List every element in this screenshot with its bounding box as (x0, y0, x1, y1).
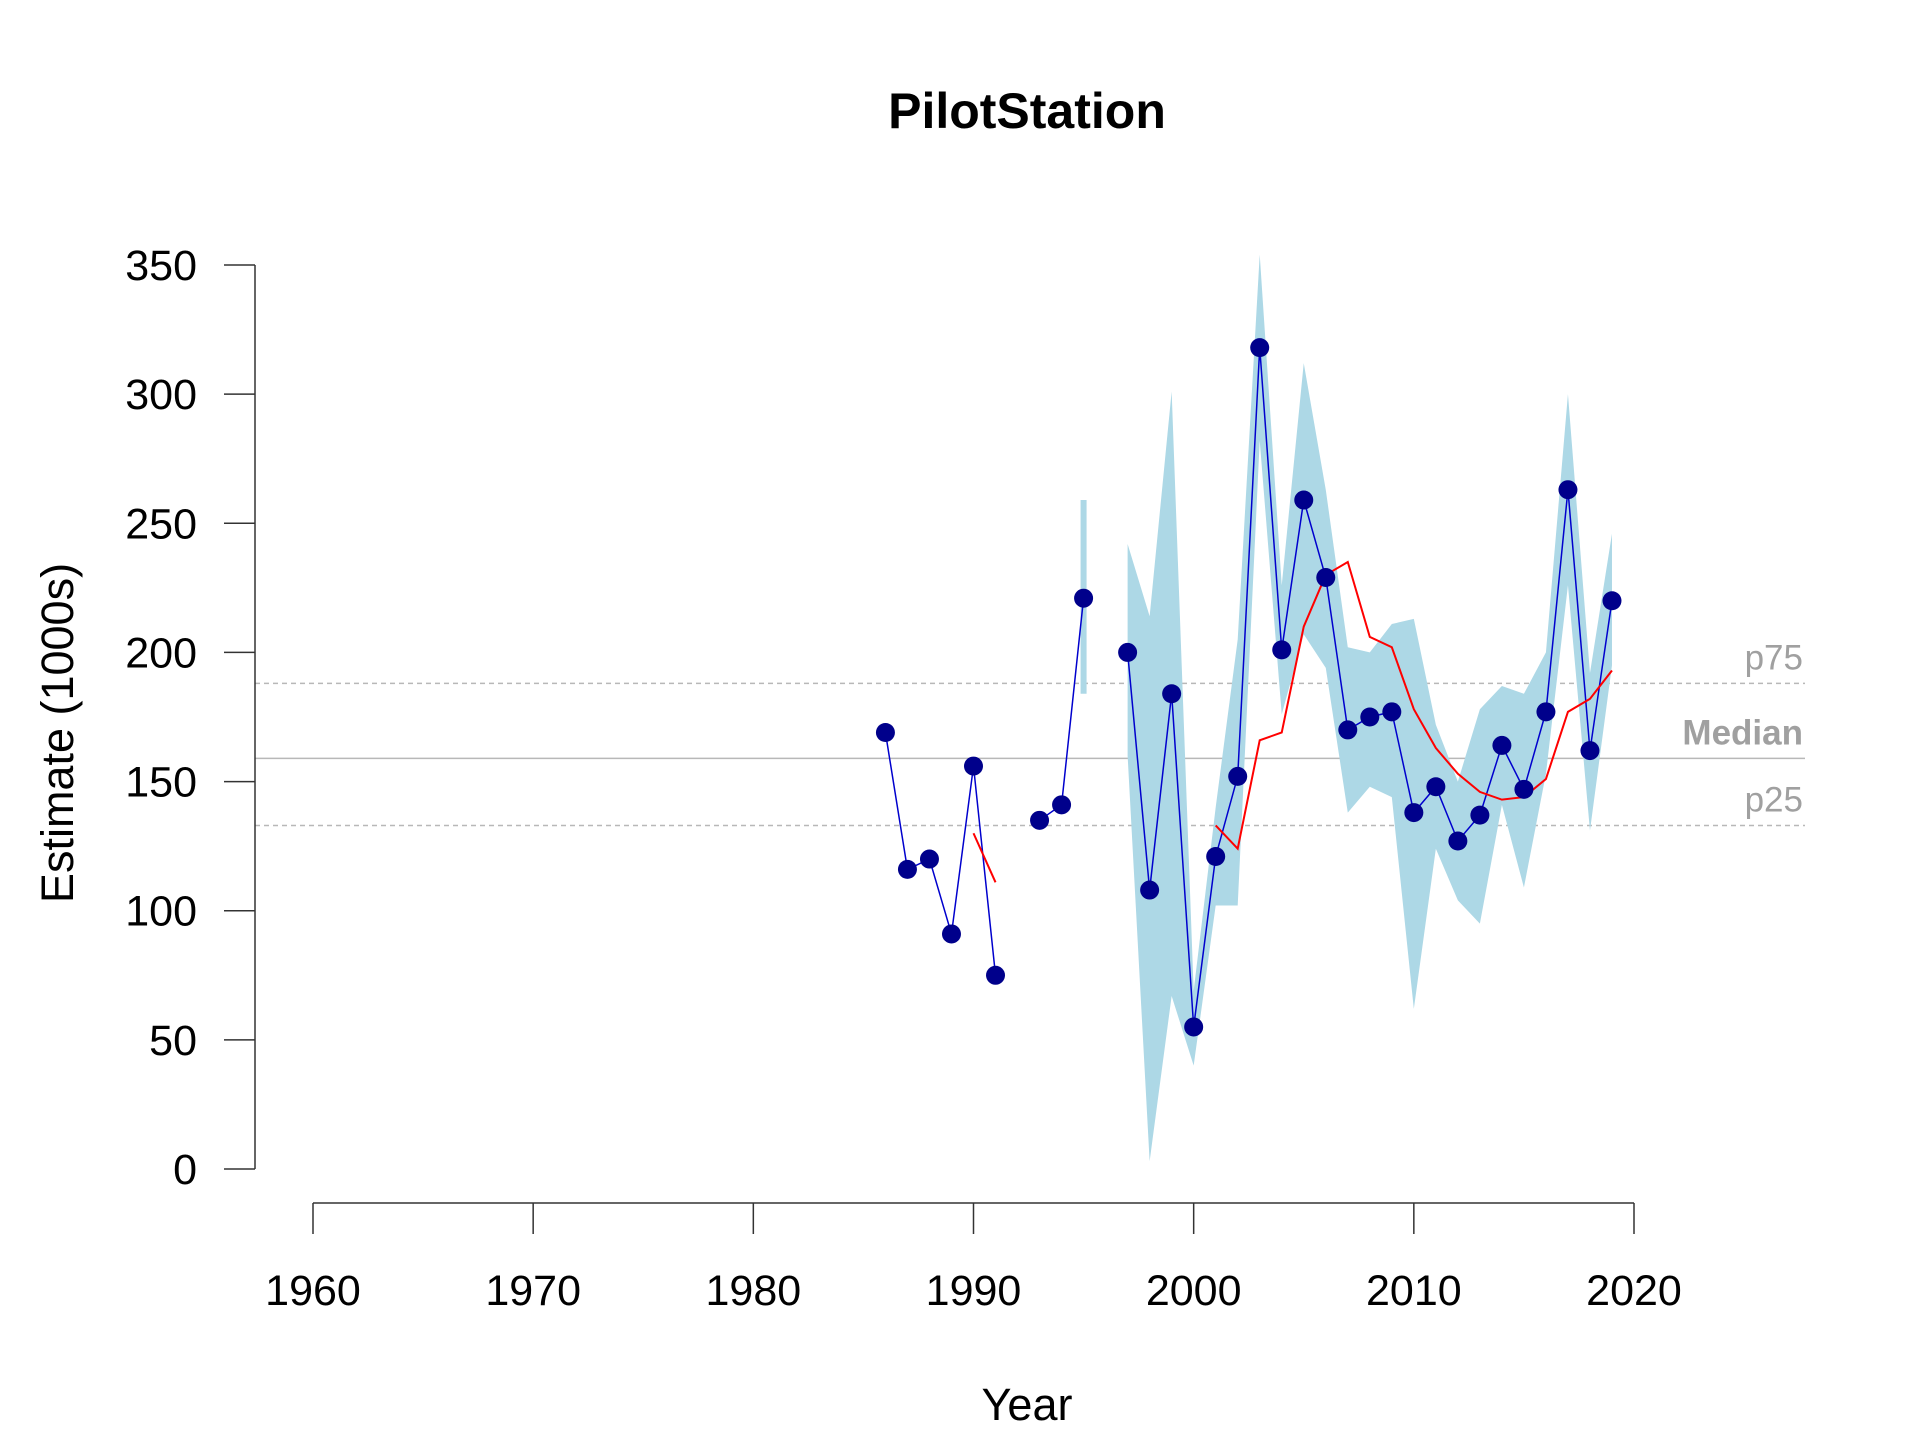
series-line-segment-1 (1039, 598, 1085, 821)
x-tick-label-2000: 2000 (1146, 1267, 1242, 1315)
y-tick-label-150: 150 (125, 759, 197, 807)
y-axis: 0 50 100 150 200 250 300 350 (125, 242, 256, 1194)
y-tick-label-100: 100 (125, 888, 197, 936)
data-point-1997 (1118, 642, 1138, 662)
data-point-2012 (1448, 831, 1468, 851)
data-point-1991 (986, 965, 1006, 985)
smoothed-trend (972, 560, 1613, 883)
data-point-2000 (1184, 1017, 1204, 1037)
x-tick-label-1980: 1980 (705, 1267, 801, 1315)
y-axis-label: Estimate (1000s) (32, 563, 83, 903)
data-point-2007 (1338, 720, 1358, 740)
data-point-1998 (1140, 880, 1160, 900)
y-tick-label-350: 350 (125, 242, 197, 290)
data-point-1993 (1030, 810, 1050, 830)
data-point-1999 (1162, 684, 1182, 704)
y-tick-label-50: 50 (149, 1017, 197, 1065)
data-point-1986 (875, 722, 895, 742)
data-point-1988 (919, 849, 939, 869)
y-tick-label-0: 0 (173, 1146, 197, 1194)
data-point-1989 (941, 924, 961, 944)
data-point-2013 (1470, 805, 1490, 825)
data-point-2019 (1602, 591, 1622, 611)
chart-title: PilotStation (888, 83, 1166, 139)
data-point-1994 (1052, 795, 1072, 815)
smooth-line-0 (972, 832, 997, 883)
data-point-2011 (1426, 777, 1446, 797)
data-point-2015 (1514, 779, 1534, 799)
reference-label-median: Median (1682, 713, 1803, 752)
y-tick-label-200: 200 (125, 629, 197, 677)
x-tick-label-2020: 2020 (1586, 1267, 1682, 1315)
y-tick-label-250: 250 (125, 500, 197, 548)
data-point-1990 (964, 756, 983, 776)
data-point-2003 (1250, 338, 1270, 358)
data-point-2010 (1404, 803, 1424, 823)
data-point-2014 (1492, 735, 1512, 755)
confidence-bands (1080, 254, 1612, 1162)
data-points (875, 338, 1622, 1037)
x-tick-label-1990: 1990 (926, 1267, 1022, 1315)
x-tick-label-1970: 1970 (485, 1267, 581, 1315)
data-point-2018 (1580, 741, 1600, 761)
data-point-2004 (1272, 640, 1292, 660)
smooth-line-1 (1214, 560, 1613, 851)
series-line-segment-0 (884, 732, 997, 976)
reference-lines: p75 Median p25 (255, 638, 1805, 827)
data-point-2001 (1206, 846, 1226, 866)
x-tick-label-1960: 1960 (265, 1267, 361, 1315)
reference-label-p25: p25 (1745, 780, 1803, 819)
data-point-1987 (897, 859, 917, 879)
data-point-2006 (1316, 568, 1336, 588)
x-axis-label: Year (982, 1379, 1073, 1430)
reference-label-p75: p75 (1745, 638, 1803, 677)
data-point-2005 (1294, 490, 1314, 510)
data-point-2009 (1382, 702, 1402, 722)
x-axis: 1960 1970 1980 1990 2000 2010 2020 (265, 1202, 1682, 1315)
data-point-2002 (1228, 766, 1248, 786)
x-tick-label-2010: 2010 (1366, 1267, 1462, 1315)
data-point-2008 (1360, 707, 1380, 727)
data-point-2017 (1558, 480, 1578, 500)
data-point-1995 (1074, 588, 1094, 608)
data-point-2016 (1536, 702, 1556, 722)
y-tick-label-300: 300 (125, 371, 197, 419)
